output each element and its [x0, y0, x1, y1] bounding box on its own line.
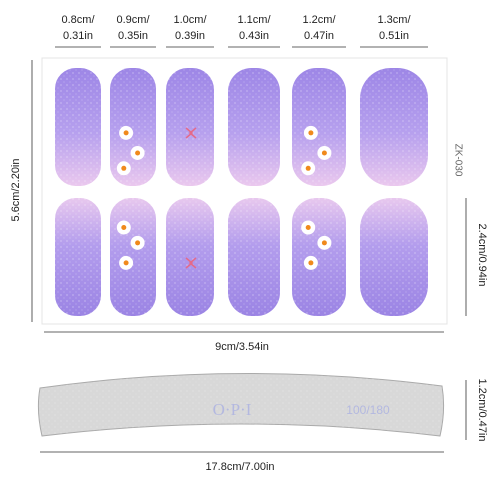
sheet-code: ZK-030 — [452, 144, 463, 177]
size-cm: 0.9cm/ — [116, 14, 150, 26]
file-grit: 100/180 — [346, 403, 390, 417]
glitter — [228, 68, 280, 186]
glitter — [292, 198, 346, 316]
daisy-center — [305, 165, 311, 171]
size-labels: 0.8cm/0.31in 0.9cm/0.35in 1.0cm/0.39in 1.1c… — [55, 14, 428, 48]
sheet-height: 5.6cm/2.20in — [10, 159, 22, 222]
size-cm: 1.0cm/ — [173, 14, 207, 26]
daisy-center — [123, 130, 129, 136]
size-cm: 0.8cm/ — [61, 14, 95, 26]
nail-height: 2.4cm/0.94in — [476, 224, 488, 287]
file-brand: O·P·I — [213, 400, 252, 419]
size-cm: 1.3cm/ — [377, 14, 411, 26]
file-width: 17.8cm/7.00in — [205, 461, 274, 473]
daisy-center — [121, 225, 127, 230]
size-in: 0.43in — [239, 30, 269, 42]
bow — [185, 257, 197, 269]
size-in: 0.31in — [63, 30, 93, 42]
glitter — [292, 68, 346, 186]
daisy-center — [321, 150, 327, 156]
size-in: 0.51in — [379, 30, 409, 42]
glitter — [55, 198, 101, 316]
size-in: 0.39in — [175, 30, 205, 42]
file-texture — [38, 373, 444, 436]
glitter — [360, 68, 428, 186]
glitter — [228, 198, 280, 316]
daisy-center — [321, 240, 327, 246]
daisy-center — [121, 165, 127, 171]
daisy-center — [135, 150, 141, 156]
size-cm: 1.1cm/ — [237, 14, 271, 26]
daisy-center — [135, 240, 141, 246]
daisy-center — [305, 225, 311, 230]
nails — [55, 68, 428, 316]
size-in: 0.47in — [304, 30, 334, 42]
size-cm: 1.2cm/ — [302, 14, 336, 26]
glitter — [166, 68, 214, 186]
glitter — [55, 68, 101, 186]
file-height: 1.2cm/0.47in — [476, 379, 488, 442]
bow — [185, 127, 197, 139]
daisy-center — [308, 130, 314, 136]
glitter — [166, 198, 214, 316]
sheet-width: 9cm/3.54in — [215, 341, 269, 353]
glitter — [110, 198, 156, 316]
glitter — [110, 68, 156, 186]
size-in: 0.35in — [118, 30, 148, 42]
glitter — [360, 198, 428, 316]
daisy-center — [308, 260, 314, 266]
daisy-center — [123, 260, 129, 266]
